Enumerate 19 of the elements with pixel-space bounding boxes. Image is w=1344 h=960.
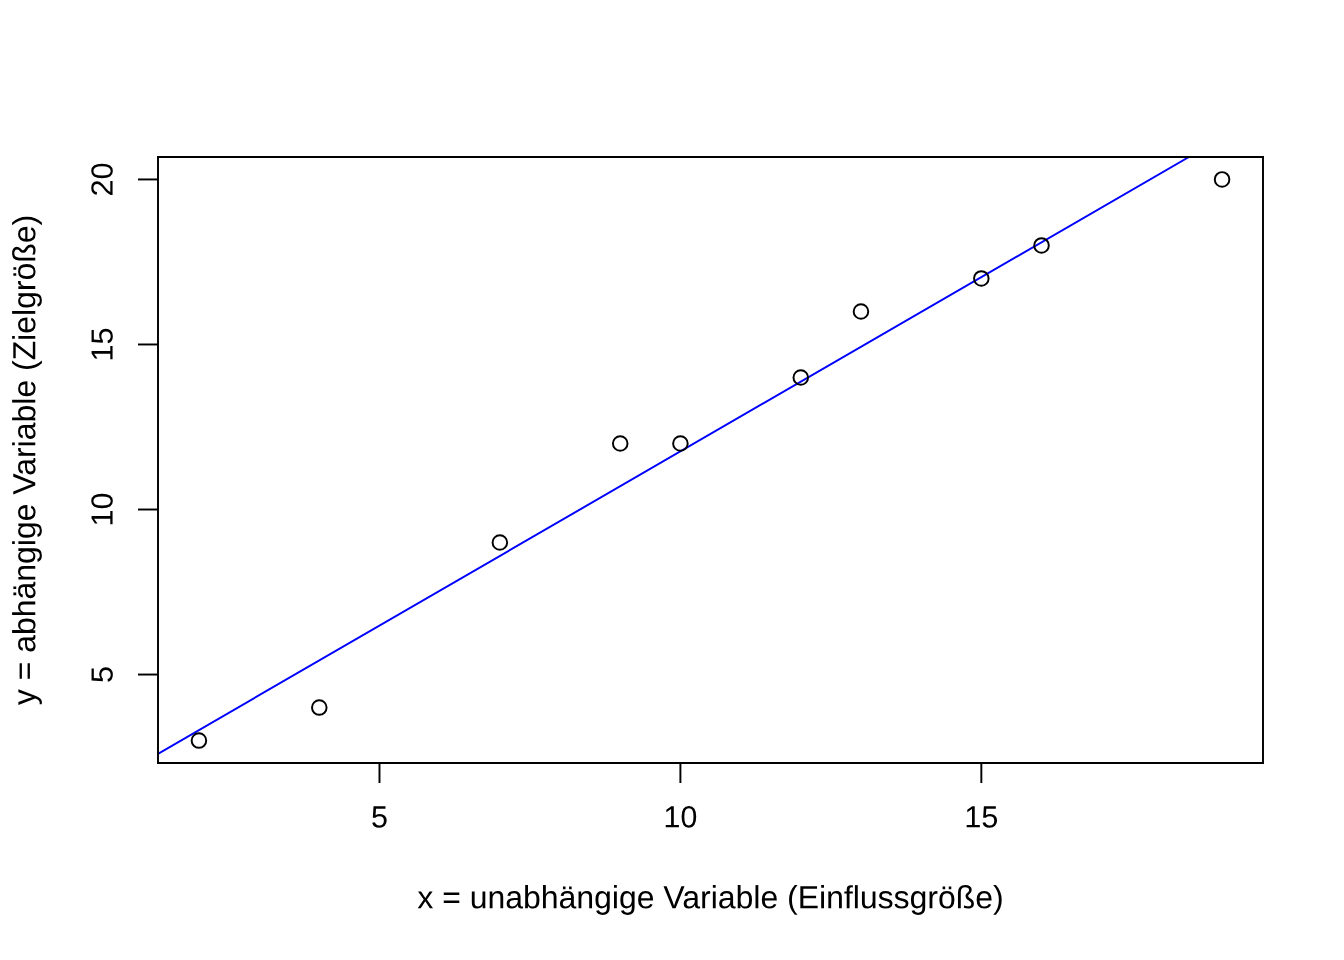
point — [611, 435, 629, 452]
point — [852, 303, 870, 320]
y-tick-label: 10 — [91, 493, 113, 525]
y-axis-title: y = abhängige Variable (Zielgröße) — [12, 216, 42, 706]
x-tick-label: 10 — [665, 806, 697, 828]
point — [792, 369, 810, 386]
y-tick-label: 15 — [91, 328, 113, 360]
point — [672, 435, 689, 452]
point — [491, 534, 509, 551]
point — [190, 732, 208, 749]
x-tick-label: 15 — [966, 806, 998, 828]
point — [973, 270, 990, 287]
point — [1213, 171, 1231, 188]
point — [1033, 237, 1050, 254]
x-tick-label: 5 — [372, 806, 387, 828]
y-tick-label: 20 — [91, 163, 113, 195]
point — [311, 699, 328, 716]
x-axis-title: x = unabhängige Variable (Einflussgröße) — [417, 885, 1002, 915]
y-tick-label: 5 — [91, 667, 113, 682]
